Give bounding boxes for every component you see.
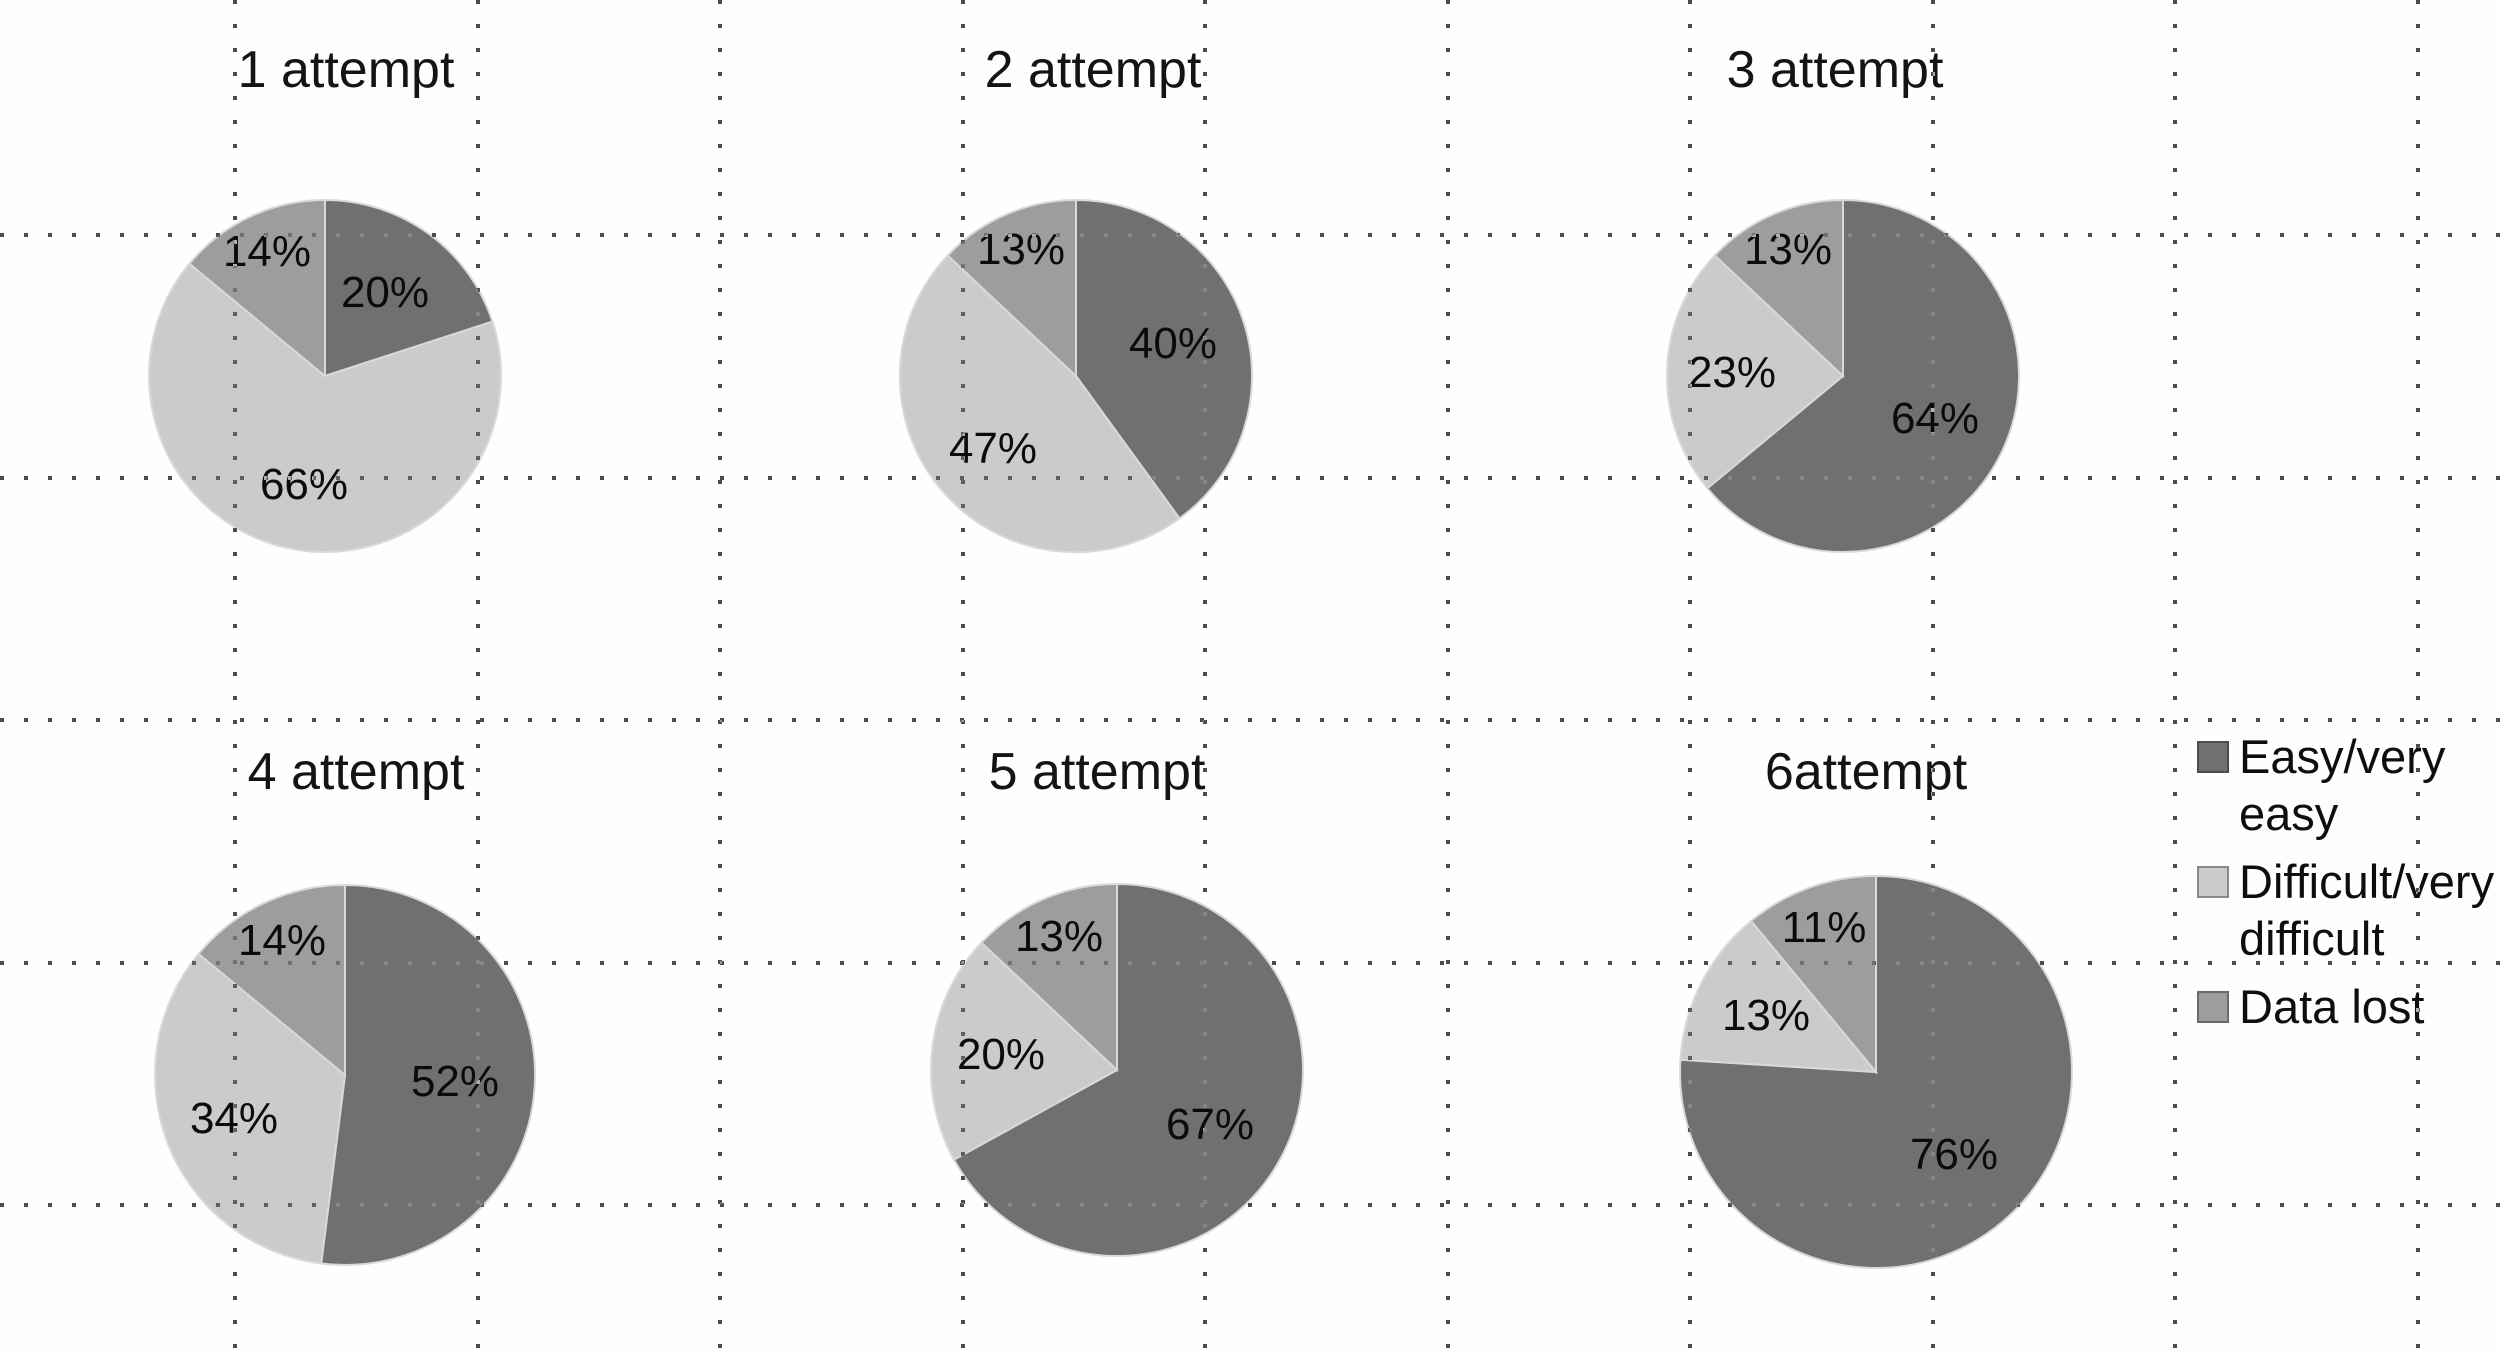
pie-6-slice-difficult (1679, 919, 1879, 1074)
legend-swatch-lost (2197, 991, 2229, 1023)
pie-6-slice-easy (1679, 874, 2073, 1269)
pie-title-1: 1 attempt (237, 41, 455, 99)
pie-2-label-lost: 13% (976, 225, 1066, 274)
pie-4-label-difficult: 34% (189, 1094, 279, 1143)
pie-chart-1 (148, 198, 503, 553)
pie-chart-2 (898, 198, 1254, 554)
pie-4-slice-easy (320, 883, 536, 1266)
pie-title-4: 4 attempt (247, 743, 465, 801)
pie-6-label-easy: 76% (1909, 1130, 1999, 1179)
legend-label-easy: Easy/very easy (2239, 730, 2446, 840)
pie-1-label-difficult: 66% (259, 460, 349, 509)
legend-label-difficult: Difficult/very difficult (2239, 855, 2495, 965)
pie-4-label-lost: 14% (237, 916, 327, 965)
pie-1-slice-difficult (148, 262, 503, 553)
legend-item-difficult: Difficult/very difficult (2197, 853, 2494, 967)
pie-title-5: 5 attempt (988, 743, 1206, 801)
pie-3-label-lost: 13% (1743, 225, 1833, 274)
pie-1-label-easy: 20% (340, 268, 430, 317)
legend-swatch-difficult (2197, 866, 2229, 898)
pie-chart-3 (1666, 198, 2020, 553)
pie-chart-4 (154, 883, 536, 1266)
pie-chart-5 (930, 882, 1304, 1257)
pie-2-label-difficult: 47% (948, 424, 1038, 473)
pie-5-label-difficult: 20% (956, 1030, 1046, 1079)
pie-3-slice-easy (1705, 198, 2020, 553)
pie-6-label-difficult: 13% (1721, 991, 1811, 1040)
pie-title-3: 3 attempt (1726, 41, 1944, 99)
pie-5-label-lost: 13% (1014, 912, 1104, 961)
pie-3-label-easy: 64% (1890, 394, 1980, 443)
pie-title-2: 2 attempt (984, 41, 1202, 99)
pie-5-label-easy: 67% (1165, 1100, 1255, 1149)
pie-title-6: 6attempt (1764, 743, 1968, 801)
pie-5-slice-easy (952, 882, 1304, 1257)
pie-chart-6 (1679, 874, 2073, 1269)
pie-6-label-lost: 11% (1781, 903, 1867, 952)
pie-3-label-difficult: 23% (1687, 348, 1777, 397)
pie-4-slice-difficult (154, 952, 347, 1265)
pie-1-slice-lost (187, 198, 326, 379)
pie-3-slice-lost (1713, 198, 1844, 379)
pie-2-slice-lost (946, 198, 1077, 379)
legend-swatch-easy (2197, 741, 2229, 773)
pie-2-label-easy: 40% (1128, 319, 1218, 368)
pie-6-slice-lost (1749, 874, 1877, 1075)
pie-5-slice-lost (979, 882, 1118, 1073)
pie-1-label-lost: 14% (222, 227, 312, 276)
pie-4-label-easy: 52% (410, 1057, 500, 1106)
legend-label-lost: Data lost (2239, 980, 2425, 1033)
legend-item-easy: Easy/very easy (2197, 728, 2445, 842)
legend-item-lost: Data lost (2197, 978, 2424, 1035)
